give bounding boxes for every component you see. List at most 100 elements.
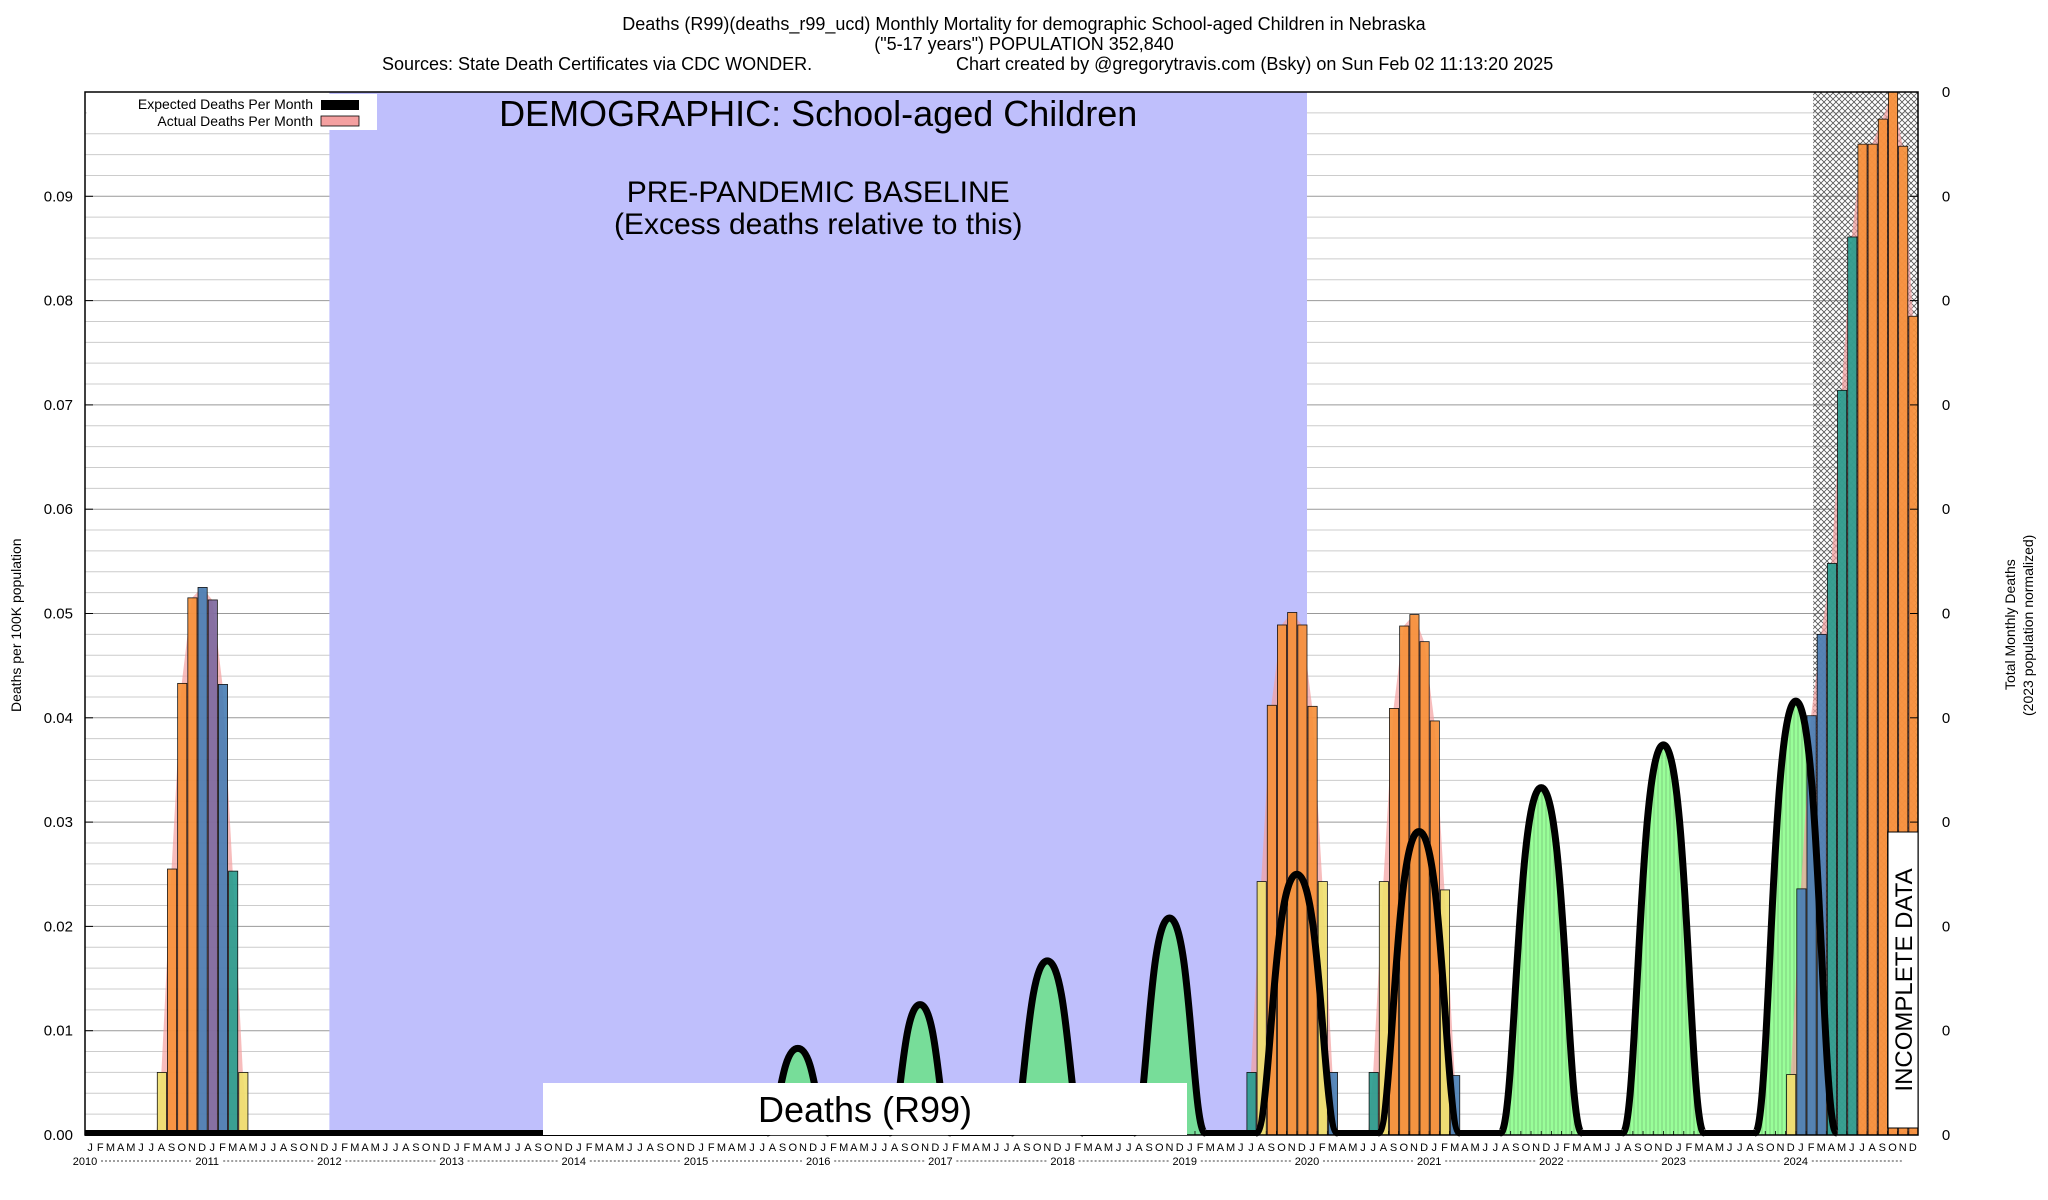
month-label: O bbox=[544, 1142, 553, 1154]
month-label: D bbox=[1054, 1142, 1062, 1154]
actual-bar bbox=[187, 597, 198, 1136]
month-label: M bbox=[1348, 1142, 1357, 1154]
actual-bar bbox=[1368, 1072, 1379, 1136]
y-axis-label-right-1: Total Monthly Deaths bbox=[2002, 559, 2018, 690]
month-label: J bbox=[759, 1142, 765, 1154]
year-label: 2022 bbox=[1539, 1156, 1563, 1168]
month-label: J bbox=[1126, 1142, 1132, 1154]
month-label: A bbox=[117, 1142, 125, 1154]
month-label: J bbox=[637, 1142, 643, 1154]
month-label: M bbox=[1837, 1142, 1846, 1154]
month-label: S bbox=[412, 1142, 419, 1154]
year-label: 2023 bbox=[1661, 1156, 1685, 1168]
chart-credit: Chart created by @gregorytravis.com (Bsk… bbox=[956, 54, 1554, 74]
month-label: N bbox=[188, 1142, 196, 1154]
month-label: J bbox=[871, 1142, 877, 1154]
month-label: O bbox=[1155, 1142, 1164, 1154]
actual-bar bbox=[1277, 624, 1288, 1136]
month-label: J bbox=[1004, 1142, 1010, 1154]
month-label: O bbox=[1277, 1142, 1286, 1154]
month-label: J bbox=[505, 1142, 511, 1154]
month-label: F bbox=[1808, 1142, 1815, 1154]
month-label: F bbox=[1563, 1142, 1570, 1154]
month-label: M bbox=[1572, 1142, 1581, 1154]
month-label: M bbox=[1328, 1142, 1337, 1154]
y-tick-label: 0.02 bbox=[44, 918, 73, 935]
year-label: 2018 bbox=[1050, 1156, 1074, 1168]
month-label: S bbox=[1512, 1142, 1519, 1154]
month-label: M bbox=[1715, 1142, 1724, 1154]
actual-bar bbox=[1786, 1074, 1797, 1136]
month-label: M bbox=[1450, 1142, 1459, 1154]
month-label: O bbox=[911, 1142, 920, 1154]
month-label: O bbox=[300, 1142, 309, 1154]
month-label: N bbox=[1043, 1142, 1051, 1154]
month-label: A bbox=[647, 1142, 655, 1154]
month-label: J bbox=[1187, 1142, 1193, 1154]
month-label: O bbox=[1522, 1142, 1531, 1154]
month-label: F bbox=[1197, 1142, 1204, 1154]
baseline-annotation-line1: PRE-PANDEMIC BASELINE bbox=[627, 176, 1010, 209]
chart-sources: Sources: State Death Certificates via CD… bbox=[382, 54, 813, 74]
month-label: J bbox=[1727, 1142, 1733, 1154]
month-label: A bbox=[524, 1142, 532, 1154]
month-label: M bbox=[595, 1142, 604, 1154]
month-label: O bbox=[1888, 1142, 1897, 1154]
month-label: O bbox=[788, 1142, 797, 1154]
right-tick-label: 0 bbox=[1942, 293, 1950, 310]
legend-actual-swatch bbox=[320, 115, 360, 127]
month-label: J bbox=[1238, 1142, 1244, 1154]
y-tick-label: 0.07 bbox=[44, 397, 73, 414]
month-label: A bbox=[1095, 1142, 1103, 1154]
right-tick-label: 0 bbox=[1942, 918, 1950, 935]
month-label: S bbox=[1145, 1142, 1152, 1154]
actual-bar bbox=[1837, 389, 1848, 1136]
month-label: F bbox=[952, 1142, 959, 1154]
month-label: D bbox=[1909, 1142, 1917, 1154]
right-tick-label: 0 bbox=[1942, 1127, 1950, 1144]
month-label: J bbox=[1482, 1142, 1488, 1154]
right-tick-label: 0 bbox=[1942, 188, 1950, 205]
month-label: A bbox=[1624, 1142, 1632, 1154]
month-label: S bbox=[1634, 1142, 1641, 1154]
month-label: M bbox=[371, 1142, 380, 1154]
month-label: J bbox=[332, 1142, 338, 1154]
month-label: M bbox=[1104, 1142, 1113, 1154]
month-label: N bbox=[1410, 1142, 1418, 1154]
y-tick-label: 0.06 bbox=[44, 501, 73, 518]
month-label: F bbox=[1441, 1142, 1448, 1154]
month-label: J bbox=[148, 1142, 154, 1154]
year-label: 2014 bbox=[562, 1156, 586, 1168]
y-tick-label: 0.00 bbox=[44, 1127, 73, 1144]
month-label: A bbox=[606, 1142, 614, 1154]
month-label: A bbox=[280, 1142, 288, 1154]
month-label: M bbox=[982, 1142, 991, 1154]
excess-hatch bbox=[1622, 744, 1705, 1135]
month-label: J bbox=[454, 1142, 460, 1154]
month-label: J bbox=[1737, 1142, 1743, 1154]
year-label: 2021 bbox=[1417, 1156, 1441, 1168]
month-label: D bbox=[320, 1142, 328, 1154]
actual-bar bbox=[156, 1072, 167, 1136]
month-label: J bbox=[821, 1142, 827, 1154]
month-label: A bbox=[850, 1142, 858, 1154]
year-label: 2024 bbox=[1784, 1156, 1808, 1168]
month-label: D bbox=[1787, 1142, 1795, 1154]
month-label: S bbox=[901, 1142, 908, 1154]
month-label: N bbox=[1899, 1142, 1907, 1154]
month-label: A bbox=[239, 1142, 247, 1154]
month-label: J bbox=[138, 1142, 144, 1154]
month-label: A bbox=[1869, 1142, 1877, 1154]
month-label: J bbox=[1360, 1142, 1366, 1154]
month-label: M bbox=[106, 1142, 115, 1154]
month-label: M bbox=[615, 1142, 624, 1154]
year-label: 2017 bbox=[928, 1156, 952, 1168]
month-label: F bbox=[97, 1142, 104, 1154]
month-label: F bbox=[1686, 1142, 1693, 1154]
baseline-annotation-line2: (Excess deaths relative to this) bbox=[614, 208, 1023, 241]
month-label: J bbox=[383, 1142, 389, 1154]
month-label: M bbox=[1593, 1142, 1602, 1154]
actual-bar bbox=[238, 1072, 249, 1136]
